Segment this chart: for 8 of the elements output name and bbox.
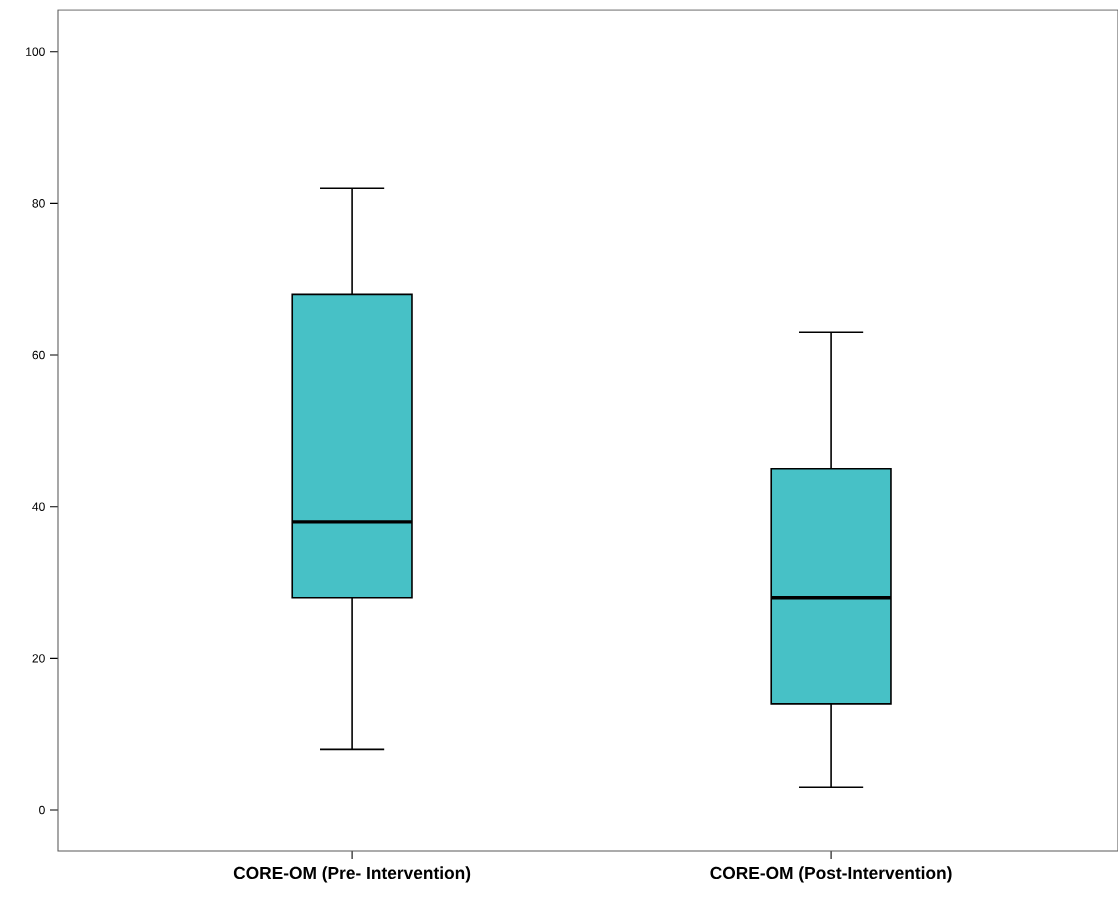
- y-tick-label: 60: [32, 350, 45, 360]
- y-tick-label: 0: [39, 805, 45, 815]
- y-tick-label: 40: [32, 502, 45, 511]
- x-tick-label: CORE-OM (Post-Intervention): [710, 866, 952, 883]
- y-tick-label: 100: [26, 47, 45, 56]
- y-tick-label: 20: [32, 654, 45, 663]
- x-tick-label: CORE-OM (Pre- Intervention): [233, 866, 471, 883]
- y-tick-label: 80: [32, 199, 45, 208]
